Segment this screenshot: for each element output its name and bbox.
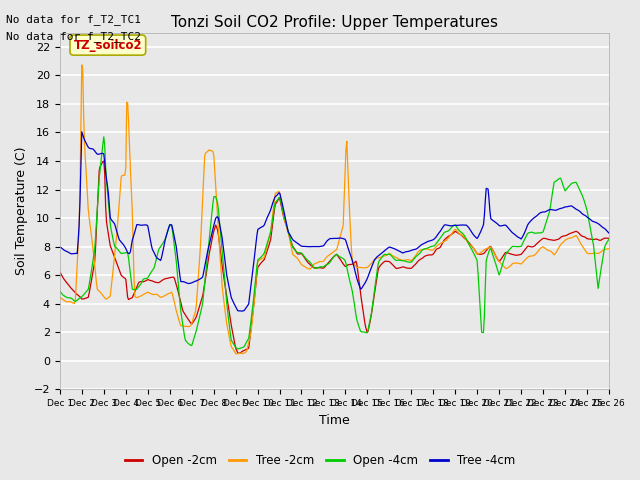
Tree -2cm [307,266,314,272]
Title: Tonzi Soil CO2 Profile: Upper Temperatures: Tonzi Soil CO2 Profile: Upper Temperatur… [171,15,498,30]
Text: No data for f_T2_TC2: No data for f_T2_TC2 [6,31,141,42]
Tree -4cm [78,129,86,135]
Tree -2cm [56,295,63,300]
Open -2cm [198,296,206,301]
Open -2cm [236,350,243,356]
Open -2cm [472,248,479,254]
X-axis label: Time: Time [319,414,350,427]
Tree -2cm [78,62,86,68]
Tree -2cm [154,292,162,298]
Tree -4cm [56,244,63,250]
Y-axis label: Soil Temperature (C): Soil Temperature (C) [15,147,28,275]
Line: Open -4cm: Open -4cm [60,137,609,349]
Open -2cm [605,235,613,241]
Tree -2cm [233,351,241,357]
Tree -2cm [381,253,389,259]
Open -4cm [472,253,479,259]
Open -4cm [307,260,314,265]
Open -4cm [154,250,162,255]
Open -4cm [424,245,432,251]
Tree -4cm [424,239,432,244]
Line: Tree -4cm: Tree -4cm [60,132,609,311]
Open -4cm [198,304,206,310]
Tree -2cm [198,211,206,217]
Open -2cm [381,258,389,264]
Open -2cm [100,158,108,164]
Open -2cm [424,252,432,258]
Tree -4cm [237,308,245,314]
Tree -2cm [605,246,613,252]
Tree -4cm [307,244,314,250]
Tree -4cm [381,247,389,253]
Tree -2cm [472,248,479,254]
Tree -2cm [424,246,432,252]
Open -4cm [234,346,241,352]
Tree -4cm [198,275,206,281]
Open -4cm [381,252,389,257]
Open -4cm [605,236,613,242]
Open -4cm [56,288,63,294]
Legend: Open -2cm, Tree -2cm, Open -4cm, Tree -4cm: Open -2cm, Tree -2cm, Open -4cm, Tree -4… [120,449,520,472]
Open -2cm [56,269,63,275]
Line: Open -2cm: Open -2cm [60,161,609,353]
Tree -4cm [472,234,479,240]
Text: No data for f_T2_TC1: No data for f_T2_TC1 [6,14,141,25]
Tree -4cm [605,230,613,236]
Open -4cm [100,134,108,140]
Open -2cm [307,262,314,267]
Line: Tree -2cm: Tree -2cm [60,65,609,354]
Text: TZ_soilco2: TZ_soilco2 [74,38,142,52]
Open -2cm [154,280,162,286]
Tree -4cm [154,256,162,262]
